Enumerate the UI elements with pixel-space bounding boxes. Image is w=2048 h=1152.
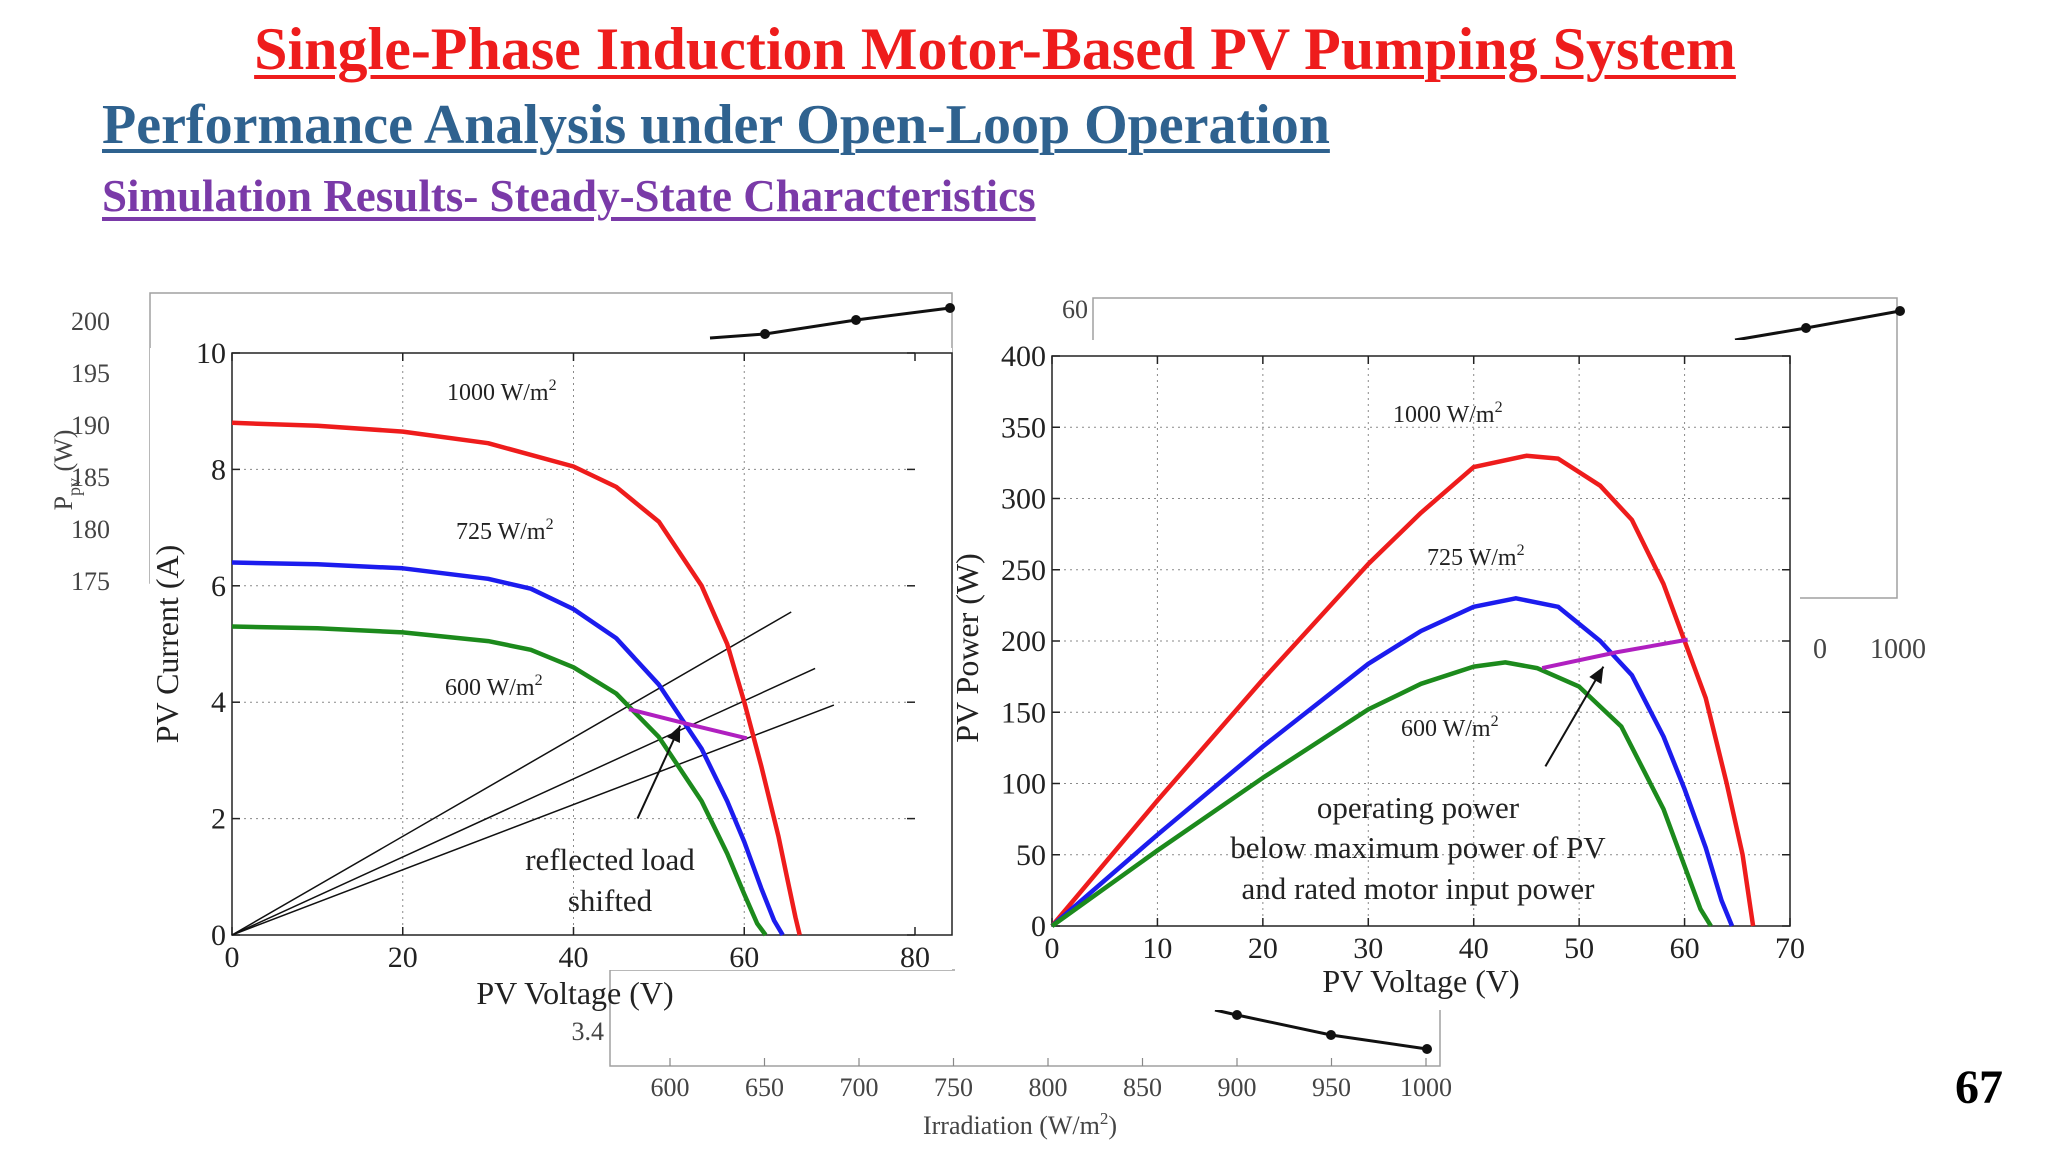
bg-ytick: 190 — [71, 411, 110, 440]
c1-annotation-arrow — [636, 725, 682, 820]
slide-title: Single-Phase Induction Motor-Based PV Pu… — [254, 16, 1736, 82]
bg-bottom-xtick-label: 800 — [1029, 1073, 1068, 1102]
c2-annotation-arrowhead — [1589, 666, 1604, 685]
section-heading: Simulation Results- Steady-State Charact… — [102, 171, 1036, 221]
c2-xtick-label: 30 — [1353, 932, 1383, 965]
pv-chart: 0 10 20 30 40 50 60 70050100150200250300350400 … — [949, 340, 1805, 1010]
c2-ytick-label: 400 — [1001, 340, 1046, 373]
bg-bottom-xtick-label: 700 — [840, 1073, 879, 1102]
c1-load-line — [231, 611, 792, 936]
c1-ytick-label: 8 — [211, 453, 226, 486]
iv-series-label-600: 600 W/m2 — [445, 672, 543, 701]
c1-ytick-label: 6 — [211, 570, 226, 603]
c2-xtick-label: 50 — [1564, 932, 1594, 965]
bg-bottom-xtick-label: 600 — [651, 1073, 690, 1102]
bg-ytick: 175 — [71, 567, 110, 596]
c2-xtick-label: 70 — [1775, 932, 1805, 965]
c2-xtick-label: 0 — [1045, 932, 1060, 965]
c2-ytick-label: 50 — [1016, 839, 1046, 872]
pv-annotation-line2: below maximum power of PV — [1230, 830, 1606, 865]
iv-series-label-1000: 1000 W/m2 — [447, 377, 557, 406]
bg-bottom-xtick-label: 650 — [745, 1073, 784, 1102]
bg-xtick: 1000 — [1870, 634, 1926, 665]
bg-bottom-xtick-label: 950 — [1312, 1073, 1351, 1102]
c2-ytick-label: 300 — [1001, 483, 1046, 516]
c1-load-line — [231, 704, 835, 936]
c1-operating-locus — [628, 707, 748, 741]
bg-xlabel: Irradiation (W/m2) — [923, 1109, 1117, 1140]
iv-series-label-725: 725 W/m2 — [456, 516, 554, 545]
c2-ytick-label: 150 — [1001, 696, 1046, 729]
bg-bottom-xtick-label: 850 — [1123, 1073, 1162, 1102]
iv-chart: 0 20 40 60 80 0 2 4 6 8 10 PV Voltage (V) PV Curre… — [149, 337, 953, 1011]
c1-series-1000 — [231, 420, 802, 936]
c2-xtick-label: 20 — [1248, 932, 1278, 965]
pv-series-label-600: 600 W/m2 — [1401, 713, 1499, 742]
c2-ytick-label: 200 — [1001, 625, 1046, 658]
c2-operating-locus — [1541, 637, 1689, 671]
c1-ytick-label: 0 — [211, 919, 226, 952]
slide-subtitle: Performance Analysis under Open-Loop Ope… — [102, 94, 1330, 156]
c2-series-1000 — [1050, 453, 1756, 928]
c1-ytick-label: 4 — [211, 686, 226, 719]
c1-load-line — [231, 667, 816, 936]
pv-annotation-line1: operating power — [1317, 790, 1520, 825]
c2-xtick-label: 60 — [1670, 932, 1700, 965]
bg-ytick: 200 — [71, 307, 110, 336]
iv-plot-frame — [231, 352, 953, 936]
bg-ytick: 195 — [71, 359, 110, 388]
bg-bottom-xtick-label: 1000 — [1400, 1073, 1452, 1102]
c2-ytick-label: 350 — [1001, 411, 1046, 444]
pv-ylabel: PV Power (W) — [949, 553, 985, 743]
iv-xlabel: PV Voltage (V) — [476, 975, 673, 1011]
bg-bottom-xtick-label: 900 — [1218, 1073, 1257, 1102]
page-number: 67 — [1955, 1061, 2003, 1114]
c2-xtick-label: 40 — [1459, 932, 1489, 965]
c2-ytick-label: 0 — [1031, 910, 1046, 943]
c2-ytick-label: 100 — [1001, 768, 1046, 801]
c1-series-600 — [231, 624, 768, 937]
c1-xtick-label: 20 — [388, 941, 418, 974]
bg-ytick: 60 — [1062, 295, 1088, 324]
bg-ytick: 185 — [71, 463, 110, 492]
pv-xlabel: PV Voltage (V) — [1322, 963, 1519, 999]
c1-xtick-label: 40 — [559, 941, 589, 974]
iv-annotation-line1: reflected load — [525, 842, 695, 877]
bg-xtick: 0 — [1813, 634, 1827, 665]
c1-annotation-arrowhead — [667, 725, 681, 743]
c1-xtick-label: 80 — [900, 941, 930, 974]
iv-ylabel: PV Current (A) — [149, 545, 185, 744]
c2-ytick-label: 250 — [1001, 554, 1046, 587]
c2-annotation-arrow — [1544, 666, 1605, 767]
c1-xtick-label: 0 — [225, 941, 240, 974]
pv-series-label-1000: 1000 W/m2 — [1393, 399, 1503, 428]
c1-ytick-label: 10 — [196, 337, 226, 370]
c2-series-600 — [1050, 660, 1713, 928]
iv-annotation-line2: shifted — [568, 883, 653, 918]
pv-annotation-line3: and rated motor input power — [1242, 871, 1596, 906]
c1-ytick-label: 2 — [211, 803, 226, 836]
c2-series-725 — [1050, 596, 1735, 928]
bg-bottom-xtick-label: 750 — [934, 1073, 973, 1102]
c1-xtick-label: 60 — [729, 941, 759, 974]
pv-series-label-725: 725 W/m2 — [1427, 542, 1525, 571]
bg-ytick: 3.4 — [572, 1017, 605, 1046]
c1-series-725 — [231, 560, 785, 937]
bg-ytick: 180 — [71, 515, 110, 544]
c2-xtick-label: 10 — [1142, 932, 1172, 965]
bg-ylabel: Ppv (W) — [49, 430, 84, 511]
